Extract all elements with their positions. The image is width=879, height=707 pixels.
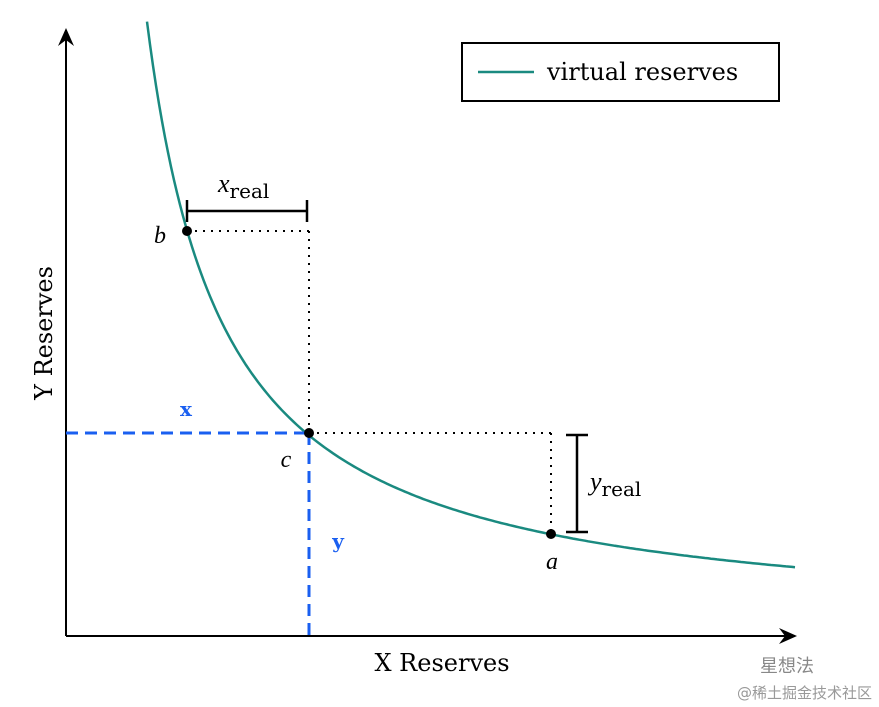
watermark-site: @稀土掘金技术社区 [737, 684, 872, 702]
legend-label: virtual reserves [546, 58, 738, 86]
y-real-var: y [587, 467, 602, 496]
point-c [304, 428, 314, 438]
dashed-x-label: x [180, 397, 193, 421]
dashed-reserves [66, 431, 311, 636]
x-real-var: x [217, 169, 230, 198]
dashed-y-label: y [331, 529, 345, 553]
y-real-sub: real [602, 477, 642, 501]
x-real-sub: real [230, 179, 270, 203]
curve [145, 21, 796, 569]
y-axis-label: Y Reserves [30, 266, 58, 401]
point-a [546, 529, 556, 539]
watermark-name: 星想法 [760, 656, 814, 677]
y-real-label: yreal [587, 467, 641, 501]
x-axis-label: X Reserves [374, 649, 509, 677]
point-c-label: c [281, 447, 292, 473]
point-b [182, 226, 192, 236]
dotted-guides [187, 230, 552, 534]
y-real-bracket [566, 433, 588, 534]
x-real-bracket [185, 200, 309, 222]
x-real-label: xreal [217, 169, 269, 203]
point-a-label: a [546, 549, 558, 575]
point-b-label: b [154, 223, 166, 249]
